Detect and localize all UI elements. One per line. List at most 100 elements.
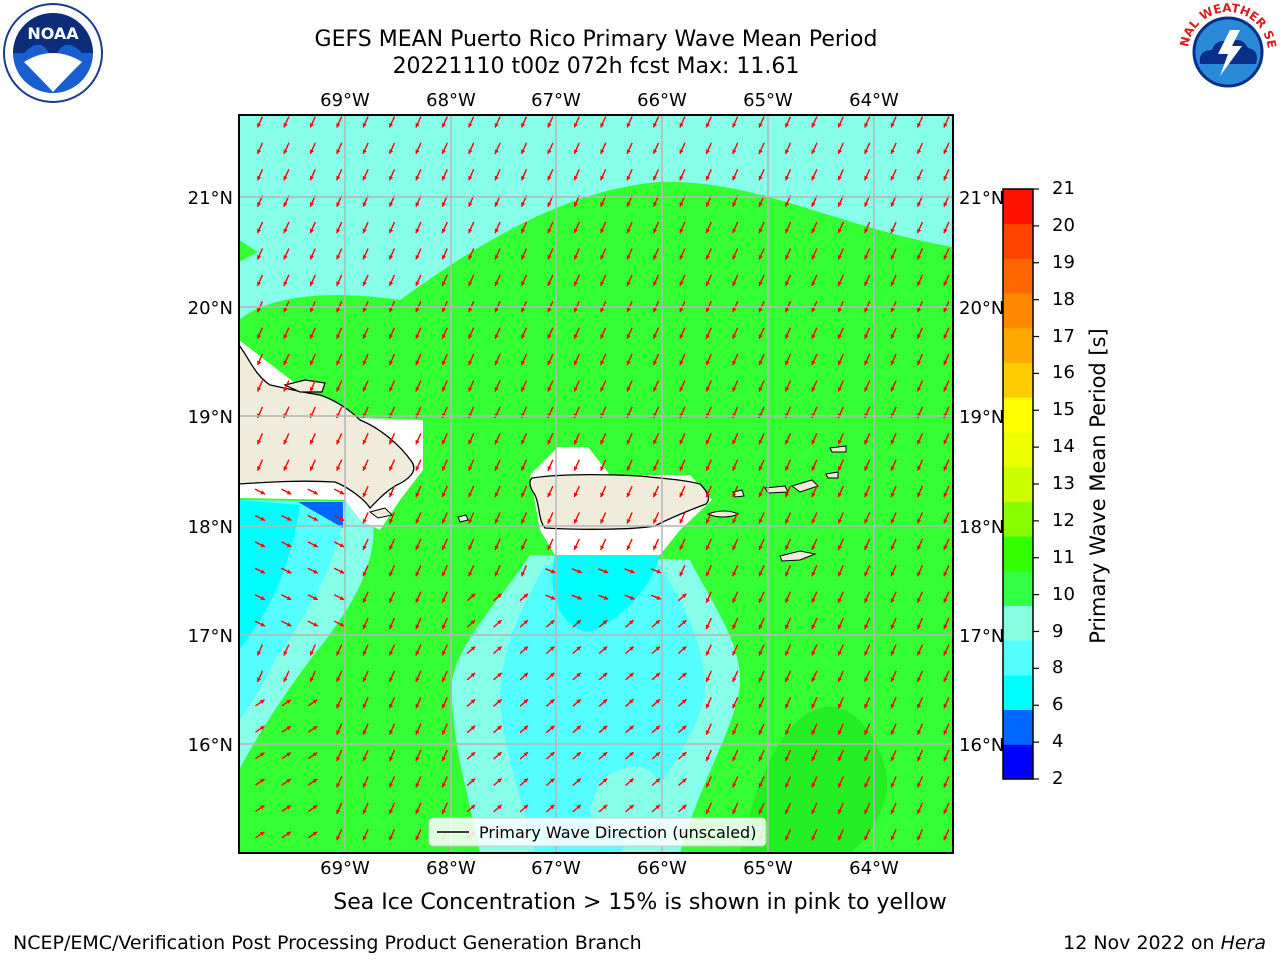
wave-arrow (547, 248, 554, 260)
tortuga-island (283, 379, 326, 393)
wave-arrow (571, 568, 583, 574)
wave-arrow (468, 142, 475, 155)
wave-arrow (784, 617, 792, 630)
wave-arrow (837, 485, 844, 498)
wave-arrow (468, 169, 475, 181)
wave-arrow (256, 459, 264, 471)
wave-arrow (677, 804, 687, 813)
wave-arrow (784, 538, 792, 551)
wave-arrow (307, 514, 319, 522)
lon-label-bottom: 67°W (531, 858, 581, 879)
wave-arrow (388, 538, 396, 551)
wave-arrow (626, 433, 633, 445)
wave-arrow (256, 116, 264, 128)
wave-arrow (283, 459, 290, 471)
colorbar-segment (1003, 709, 1033, 745)
wave-arrow (916, 433, 924, 445)
wave-arrow (811, 116, 818, 128)
wave-arrow (388, 142, 396, 155)
wave-arrow (679, 512, 686, 524)
noaa-logo-text: NOAA (27, 24, 79, 43)
wave-arrow (732, 749, 739, 762)
wave-arrow (890, 433, 897, 445)
field-southwest-deep-cyan (239, 500, 300, 650)
wave-arrow (307, 725, 318, 733)
field-south-light-patch (590, 766, 662, 829)
wave-arrow (811, 380, 818, 392)
wave-arrow (679, 565, 686, 577)
wave-arrow (811, 248, 818, 260)
wave-arrow (600, 221, 607, 234)
wave-arrow (388, 749, 396, 762)
wave-arrow (732, 274, 739, 287)
wave-arrow (283, 142, 290, 155)
wave-arrow (362, 802, 369, 815)
wave-arrow (864, 749, 871, 762)
map-tick-labels: 69°W 68°W 67°W 66°W 65°W 64°W 69°W 68°W … (188, 90, 1005, 879)
wave-arrow (784, 776, 792, 788)
wave-arrow (256, 248, 264, 260)
colorbar-tick-label: 21 (1052, 178, 1075, 199)
wave-arrow (573, 485, 580, 498)
wave-arrow (256, 327, 264, 339)
wave-arrow (837, 142, 844, 155)
wave-arrow (415, 670, 422, 683)
wave-arrow (255, 778, 265, 786)
wave-arrow (573, 169, 580, 181)
wave-arrow (362, 538, 369, 551)
wave-arrow (520, 538, 528, 551)
wave-arrow (336, 248, 343, 260)
wave-arrow (890, 617, 897, 630)
wave-arrow (388, 644, 396, 656)
wave-arrow (388, 591, 396, 603)
wave-arrow (307, 488, 319, 495)
wave-arrow (864, 380, 871, 392)
tortola-island (790, 479, 819, 493)
wave-arrow (256, 433, 264, 445)
lon-label-bottom: 69°W (320, 858, 370, 879)
wave-arrow (916, 749, 924, 762)
lon-label-top: 65°W (743, 90, 793, 111)
nws-logo: NATIONAL WEATHER SERVICE (1178, 2, 1278, 100)
wave-arrow (573, 274, 580, 287)
wave-arrow (494, 169, 501, 181)
wave-arrow (625, 725, 635, 734)
wave-arrow (679, 142, 686, 155)
wave-arrow (493, 645, 503, 655)
wave-arrow (466, 698, 476, 707)
wave-arrow (415, 459, 422, 471)
wave-arrow (811, 591, 818, 603)
wave-arrow (388, 670, 396, 683)
wave-arrow (441, 776, 448, 788)
wave-arrow (256, 670, 264, 683)
footer-branch: NCEP/EMC/Verification Post Processing Pr… (13, 932, 642, 954)
wave-arrow (758, 565, 765, 577)
wave-arrow (494, 380, 501, 392)
colorbar-segment (1003, 501, 1033, 537)
wave-arrow (598, 698, 608, 707)
wave-arrow (441, 221, 448, 234)
wave-arrow (547, 221, 554, 234)
colorbar-tick-label: 16 (1052, 362, 1075, 384)
wave-arrow (811, 327, 818, 339)
wave-arrow (732, 538, 739, 551)
wave-arrow (441, 459, 448, 471)
wave-arrow (415, 829, 422, 841)
wave-arrow (651, 725, 661, 734)
wave-arrow (758, 274, 765, 287)
wave-arrow (705, 116, 712, 128)
map-frame (238, 114, 954, 854)
wave-arrow (916, 644, 924, 656)
lon-label-top: 69°W (320, 90, 370, 111)
wave-arrow (281, 514, 292, 522)
wave-arrow (573, 327, 580, 339)
wave-arrow (309, 169, 316, 181)
wave-arrow (811, 749, 818, 762)
wave-arrow (943, 591, 950, 603)
colorbar-segment (1003, 605, 1033, 641)
wave-arrow (626, 221, 633, 234)
wave-arrow (943, 274, 950, 287)
wave-arrow (362, 644, 369, 656)
wave-arrow (705, 142, 712, 155)
wave-arrow (811, 829, 818, 841)
